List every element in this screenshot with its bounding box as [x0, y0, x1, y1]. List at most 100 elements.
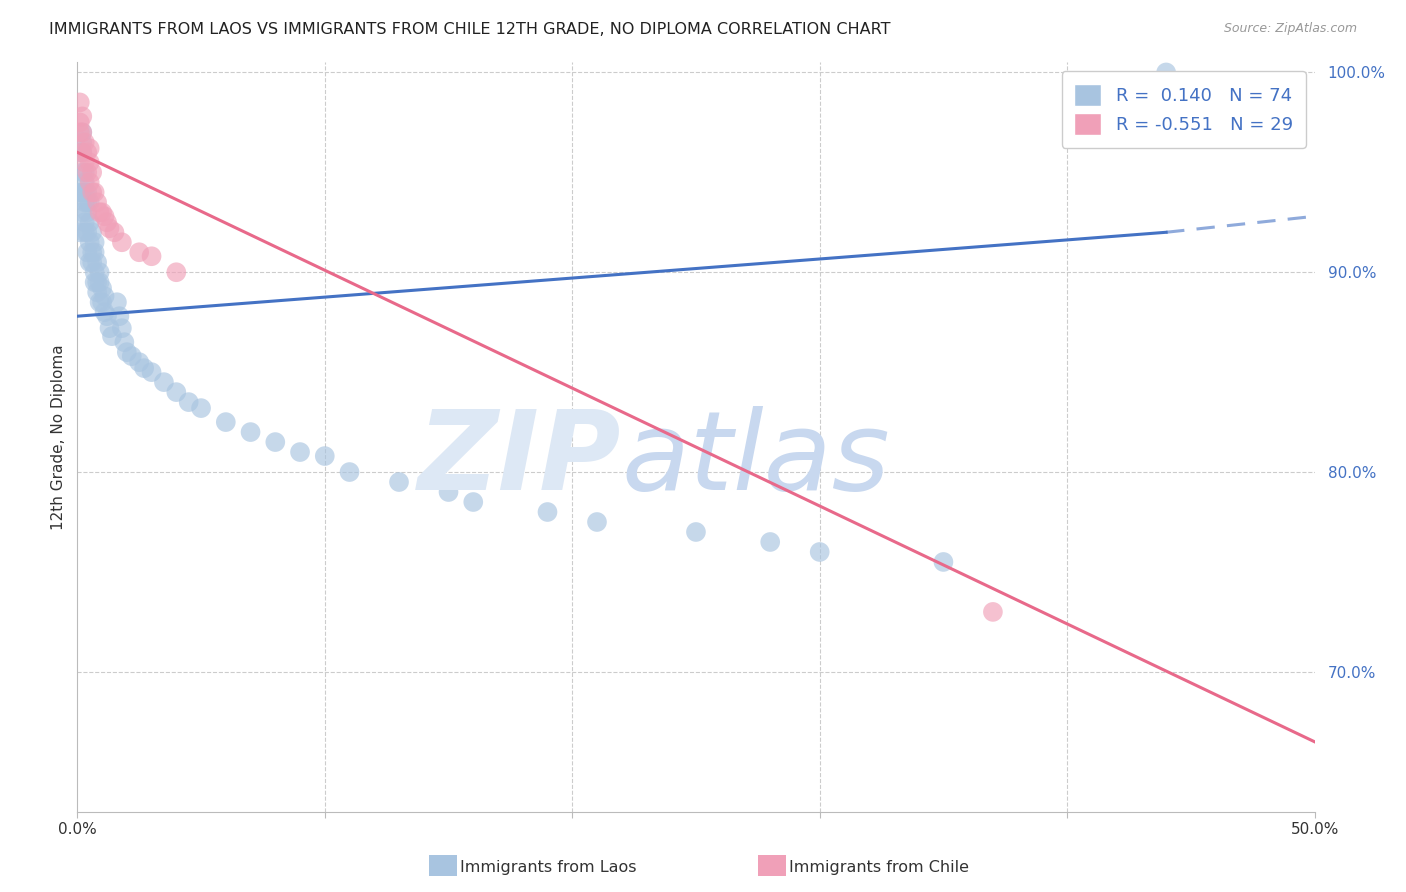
Point	[82, 255, 104, 269]
Point	[69, 186, 91, 200]
Point	[190, 401, 212, 416]
Legend: R =  0.140   N = 74, R = -0.551   N = 29: R = 0.140 N = 74, R = -0.551 N = 29	[1062, 71, 1306, 148]
Point	[73, 186, 96, 200]
Point	[72, 125, 94, 139]
Point	[165, 385, 187, 400]
Point	[153, 375, 176, 389]
Point	[536, 505, 558, 519]
Point	[76, 145, 98, 160]
Point	[89, 205, 111, 219]
Point	[83, 245, 105, 260]
Point	[69, 115, 91, 129]
Point	[72, 165, 94, 179]
Point	[83, 265, 105, 279]
Point	[83, 235, 105, 250]
Point	[76, 205, 98, 219]
Point	[177, 395, 200, 409]
Point	[69, 145, 91, 160]
Point	[105, 295, 128, 310]
Point	[339, 465, 361, 479]
Point	[72, 109, 94, 123]
Point	[72, 205, 94, 219]
Point	[463, 495, 485, 509]
Point	[96, 309, 118, 323]
Point	[141, 365, 163, 379]
Point	[82, 245, 104, 260]
Point	[89, 295, 111, 310]
Point	[79, 195, 101, 210]
Point	[79, 235, 101, 250]
Point	[93, 305, 115, 319]
Point	[72, 186, 94, 200]
Point	[759, 535, 782, 549]
Point	[79, 175, 101, 189]
Text: Source: ZipAtlas.com: Source: ZipAtlas.com	[1223, 22, 1357, 36]
Point	[112, 335, 135, 350]
Point	[121, 349, 143, 363]
Point	[73, 175, 96, 189]
Point	[73, 155, 96, 169]
Point	[96, 215, 118, 229]
Point	[91, 295, 114, 310]
Point	[86, 255, 108, 269]
Point	[91, 281, 114, 295]
Point	[437, 485, 460, 500]
Point	[86, 195, 108, 210]
Point	[141, 249, 163, 263]
Point	[91, 205, 114, 219]
Point	[239, 425, 262, 439]
Point	[73, 165, 96, 179]
Point	[72, 136, 94, 150]
Point	[76, 165, 98, 179]
Point	[932, 555, 955, 569]
Point	[586, 515, 609, 529]
Point	[73, 225, 96, 239]
Point	[69, 225, 91, 239]
Point	[82, 165, 104, 179]
Point	[79, 141, 101, 155]
Point	[128, 245, 150, 260]
Point	[69, 125, 91, 139]
Point	[808, 545, 831, 559]
Point	[685, 524, 707, 539]
Point	[82, 186, 104, 200]
Point	[111, 235, 134, 250]
Point	[108, 309, 131, 323]
Point	[89, 265, 111, 279]
Point	[314, 449, 336, 463]
Point	[76, 195, 98, 210]
Point	[93, 209, 115, 223]
Point	[83, 186, 105, 200]
Point	[103, 225, 125, 239]
Point	[388, 475, 411, 489]
Point	[79, 215, 101, 229]
Point	[86, 285, 108, 300]
Point	[165, 265, 187, 279]
Point	[69, 95, 91, 110]
Point	[115, 345, 138, 359]
Point	[86, 275, 108, 289]
Point	[76, 225, 98, 239]
Point	[83, 275, 105, 289]
Point	[264, 435, 287, 450]
Point	[93, 289, 115, 303]
Point	[73, 215, 96, 229]
Point	[72, 145, 94, 160]
Text: Immigrants from Chile: Immigrants from Chile	[789, 860, 969, 874]
Point	[73, 195, 96, 210]
Point	[76, 186, 98, 200]
Point	[72, 145, 94, 160]
Point	[101, 329, 124, 343]
Point	[76, 245, 98, 260]
Y-axis label: 12th Grade, No Diploma: 12th Grade, No Diploma	[51, 344, 66, 530]
Point	[72, 125, 94, 139]
Point	[134, 361, 156, 376]
Point	[89, 275, 111, 289]
Text: ZIP: ZIP	[418, 406, 621, 513]
Point	[128, 355, 150, 369]
Text: atlas: atlas	[621, 406, 890, 513]
Point	[288, 445, 311, 459]
Text: IMMIGRANTS FROM LAOS VS IMMIGRANTS FROM CHILE 12TH GRADE, NO DIPLOMA CORRELATION: IMMIGRANTS FROM LAOS VS IMMIGRANTS FROM …	[49, 22, 891, 37]
Point	[98, 221, 121, 235]
Point	[79, 255, 101, 269]
